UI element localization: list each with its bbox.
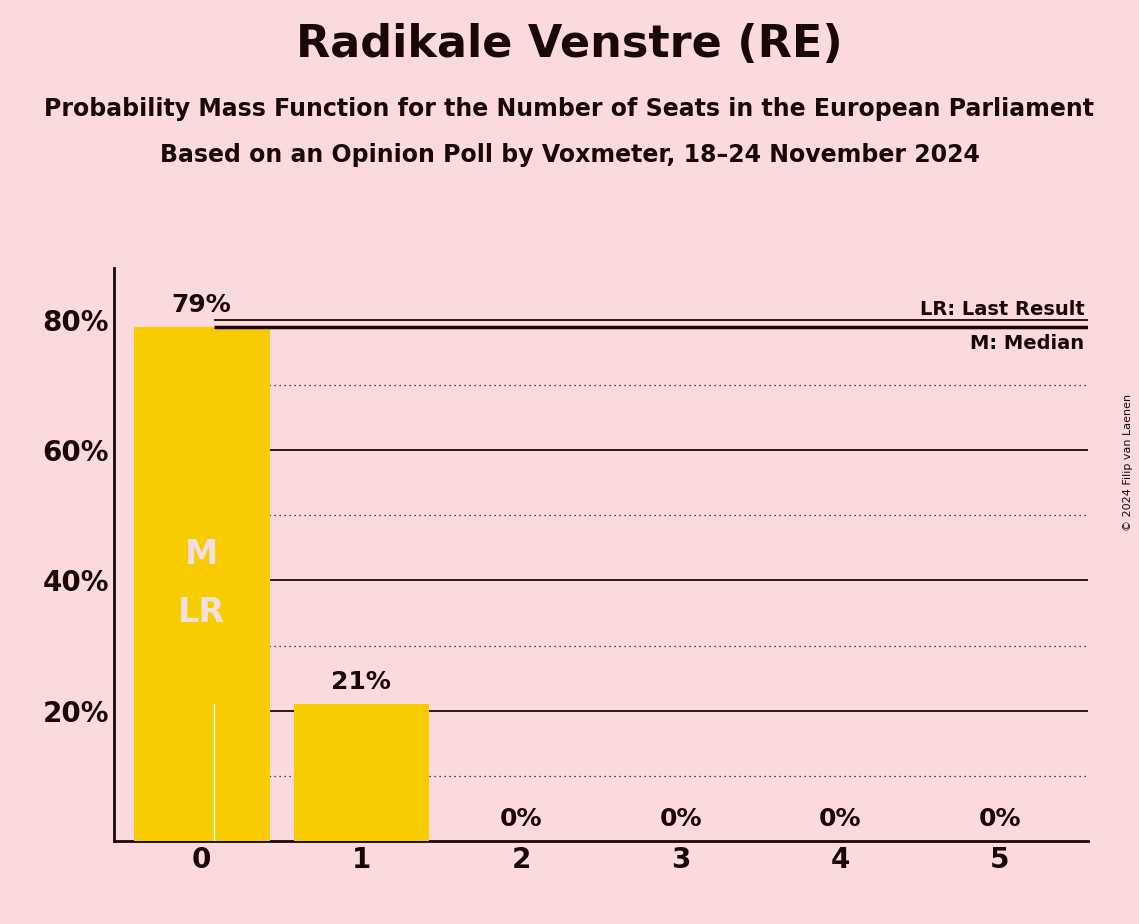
Bar xyxy=(294,704,429,841)
Text: 0%: 0% xyxy=(500,807,542,831)
Text: Radikale Venstre (RE): Radikale Venstre (RE) xyxy=(296,23,843,67)
Text: Probability Mass Function for the Number of Seats in the European Parliament: Probability Mass Function for the Number… xyxy=(44,97,1095,121)
Text: LR: LR xyxy=(178,597,226,629)
Bar xyxy=(134,326,270,841)
Text: 0%: 0% xyxy=(978,807,1022,831)
Text: Based on an Opinion Poll by Voxmeter, 18–24 November 2024: Based on an Opinion Poll by Voxmeter, 18… xyxy=(159,143,980,167)
Text: M: Median: M: Median xyxy=(970,334,1084,353)
Text: © 2024 Filip van Laenen: © 2024 Filip van Laenen xyxy=(1123,394,1133,530)
Text: 21%: 21% xyxy=(331,671,392,694)
Text: 0%: 0% xyxy=(659,807,702,831)
Text: 79%: 79% xyxy=(172,293,231,317)
Text: 0%: 0% xyxy=(819,807,861,831)
Text: M: M xyxy=(185,538,219,571)
Text: LR: Last Result: LR: Last Result xyxy=(920,299,1084,319)
